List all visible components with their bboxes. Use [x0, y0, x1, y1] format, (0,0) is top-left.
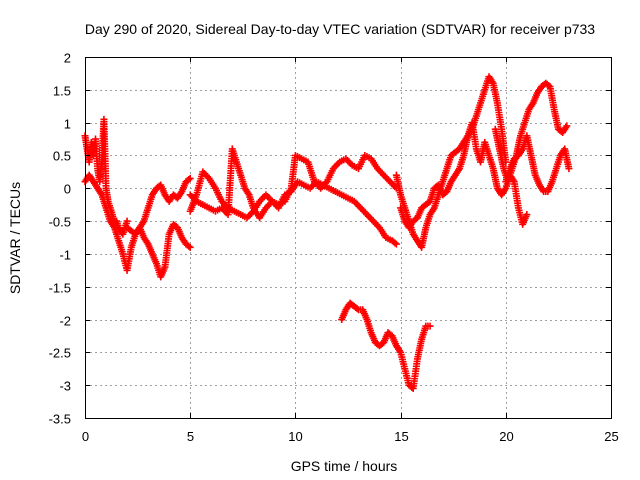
series-arc-10: [502, 132, 573, 196]
y-tick-label: 0: [64, 182, 71, 197]
data-point: [185, 176, 193, 184]
x-tick-label: 25: [604, 429, 618, 444]
data-point: [123, 217, 131, 225]
x-tick-label: 20: [499, 429, 513, 444]
y-tick-label: -3: [59, 379, 71, 394]
y-tick-label: -1.5: [49, 281, 71, 296]
y-tick-label: -2: [59, 314, 71, 329]
x-tick-label: 0: [82, 429, 89, 444]
data-point: [392, 240, 400, 248]
y-tick-label: -3.5: [49, 412, 71, 427]
data-point: [426, 322, 434, 330]
y-tick-label: 0.5: [53, 149, 71, 164]
series-arc-1: [81, 115, 131, 238]
x-tick-label: 10: [288, 429, 302, 444]
data-point: [565, 165, 573, 173]
data-point: [563, 122, 571, 130]
y-tick-label: 1: [64, 117, 71, 132]
chart-title: Day 290 of 2020, Sidereal Day-to-day VTE…: [85, 21, 595, 37]
series-arc-6: [338, 299, 434, 392]
x-tick-label: 5: [187, 429, 194, 444]
series-arc-5: [186, 168, 400, 248]
series-layer: [81, 73, 573, 392]
y-tick-label: -0.5: [49, 215, 71, 230]
data-point: [186, 174, 194, 182]
series-arc-8: [397, 119, 531, 232]
data-point: [186, 243, 194, 251]
y-axis: -3.5 -3 -2.5 -2 -1.5 -1 -0.5 0 0.5 1 1.5 2: [49, 51, 611, 427]
x-tick-label: 15: [394, 429, 408, 444]
data-point: [391, 239, 399, 247]
x-axis-title: GPS time / hours: [291, 458, 398, 474]
data-point: [523, 211, 531, 219]
y-axis-title: SDTVAR / TECUs: [7, 182, 23, 294]
plot-frame: [85, 57, 612, 419]
series-arc-9: [491, 79, 571, 186]
data-point: [185, 242, 193, 250]
y-tick-label: -2.5: [49, 346, 71, 361]
data-point: [353, 305, 361, 313]
series-arc-2: [81, 171, 194, 274]
y-tick-label: -1: [59, 248, 71, 263]
x-axis: 0 5 10 15 20 25: [82, 57, 619, 444]
series-arc-4: [186, 145, 400, 222]
grid: [85, 57, 611, 418]
series-arc-3: [123, 220, 194, 281]
y-tick-label: 2: [64, 51, 71, 66]
y-tick-label: 1.5: [53, 84, 71, 99]
